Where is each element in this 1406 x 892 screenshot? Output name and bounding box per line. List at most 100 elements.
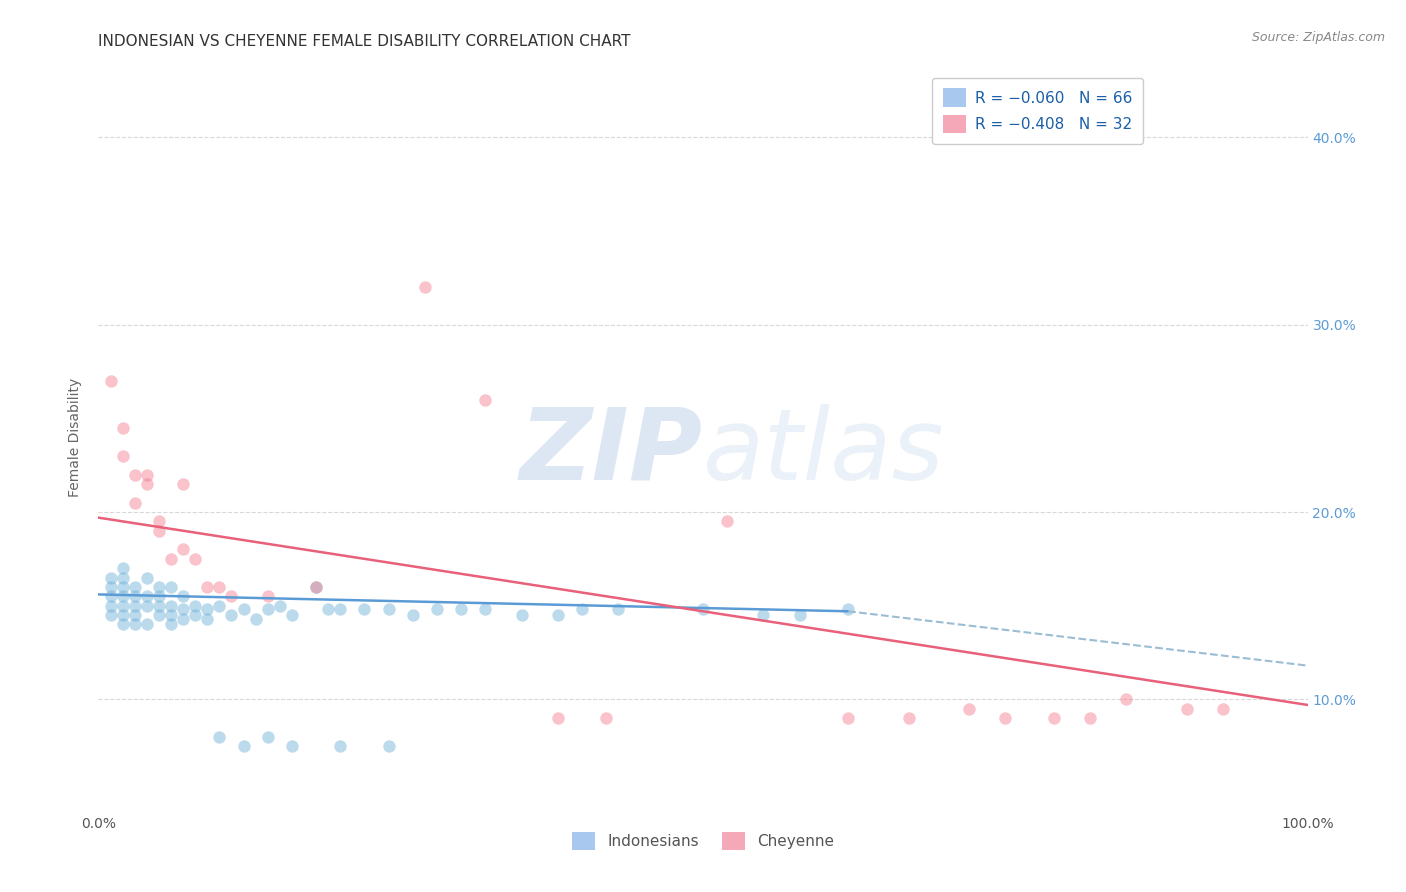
Point [208, 730, 231, 744]
Point [124, 496, 146, 510]
Point [195, 602, 218, 616]
Point [160, 608, 183, 623]
Point [111, 420, 134, 434]
Text: Source: ZipAtlas.com: Source: ZipAtlas.com [1251, 31, 1385, 45]
Point [172, 589, 194, 603]
Point [148, 524, 170, 538]
Point [111, 571, 134, 585]
Point [281, 608, 304, 623]
Point [353, 602, 375, 616]
Point [195, 612, 218, 626]
Point [160, 599, 183, 613]
Point [329, 739, 352, 753]
Text: atlas: atlas [703, 403, 945, 500]
Point [135, 476, 157, 491]
Point [256, 589, 278, 603]
Point [135, 571, 157, 585]
Text: INDONESIAN VS CHEYENNE FEMALE DISABILITY CORRELATION CHART: INDONESIAN VS CHEYENNE FEMALE DISABILITY… [98, 34, 631, 49]
Point [305, 580, 328, 594]
Point [172, 542, 194, 557]
Point [172, 602, 194, 616]
Point [957, 701, 980, 715]
Point [221, 608, 243, 623]
Point [1175, 701, 1198, 715]
Point [547, 608, 569, 623]
Point [474, 392, 496, 407]
Point [111, 617, 134, 632]
Point [135, 589, 157, 603]
Point [160, 617, 183, 632]
Point [1042, 711, 1064, 725]
Point [148, 599, 170, 613]
Point [100, 608, 122, 623]
Point [607, 602, 630, 616]
Point [269, 599, 291, 613]
Point [135, 467, 157, 482]
Point [160, 580, 183, 594]
Point [837, 602, 859, 616]
Point [172, 476, 194, 491]
Point [281, 739, 304, 753]
Point [124, 599, 146, 613]
Point [148, 580, 170, 594]
Point [329, 602, 352, 616]
Point [510, 608, 533, 623]
Point [245, 612, 267, 626]
Point [111, 589, 134, 603]
Point [221, 589, 243, 603]
Point [837, 711, 859, 725]
Point [124, 608, 146, 623]
Point [111, 608, 134, 623]
Point [208, 599, 231, 613]
Point [1078, 711, 1101, 725]
Point [426, 602, 449, 616]
Point [450, 602, 472, 616]
Point [124, 467, 146, 482]
Point [124, 589, 146, 603]
Point [692, 602, 714, 616]
Point [377, 739, 399, 753]
Point [100, 571, 122, 585]
Point [256, 602, 278, 616]
Point [124, 617, 146, 632]
Point [135, 617, 157, 632]
Point [184, 551, 207, 566]
Point [124, 580, 146, 594]
Point [256, 730, 278, 744]
Point [100, 589, 122, 603]
Point [716, 514, 738, 528]
Point [316, 602, 339, 616]
Point [571, 602, 593, 616]
Point [232, 739, 254, 753]
Point [148, 514, 170, 528]
Point [994, 711, 1017, 725]
Point [100, 599, 122, 613]
Point [752, 608, 775, 623]
Point [232, 602, 254, 616]
Point [172, 612, 194, 626]
Point [184, 599, 207, 613]
Y-axis label: Female Disability: Female Disability [69, 377, 83, 497]
Point [135, 599, 157, 613]
Point [100, 580, 122, 594]
Point [595, 711, 617, 725]
Point [402, 608, 425, 623]
Point [1212, 701, 1234, 715]
Point [547, 711, 569, 725]
Point [305, 580, 328, 594]
Point [377, 602, 399, 616]
Point [148, 589, 170, 603]
Text: ZIP: ZIP [520, 403, 703, 500]
Point [474, 602, 496, 616]
Point [160, 551, 183, 566]
Point [184, 608, 207, 623]
Point [789, 608, 811, 623]
Legend: Indonesians, Cheyenne: Indonesians, Cheyenne [567, 826, 839, 856]
Point [111, 449, 134, 463]
Point [100, 374, 122, 388]
Point [111, 599, 134, 613]
Point [208, 580, 231, 594]
Point [897, 711, 920, 725]
Point [413, 280, 436, 294]
Point [111, 561, 134, 575]
